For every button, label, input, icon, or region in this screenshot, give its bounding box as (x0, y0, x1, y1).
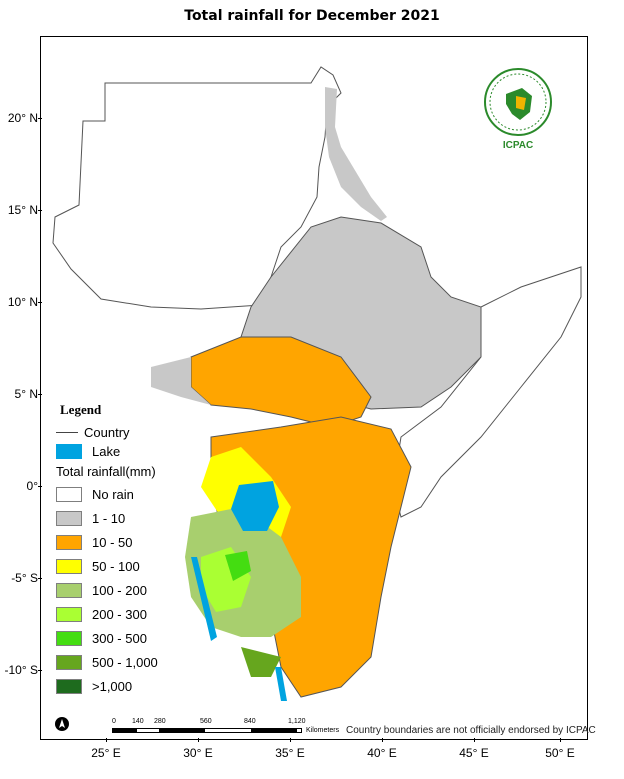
scale-segment (251, 729, 297, 732)
legend-country-label: Country (84, 424, 130, 440)
lon-label-45e: 45° E (459, 746, 489, 760)
rainfall-map (52, 66, 582, 701)
legend-class-row: >1,000 (56, 674, 246, 698)
legend-title: Legend (60, 402, 102, 417)
legend-class-row: 10 - 50 (56, 530, 246, 554)
legend-class-label: No rain (92, 486, 134, 502)
lat-tick (38, 394, 42, 395)
map-frame (40, 36, 588, 740)
legend-class-row: 200 - 300 (56, 602, 246, 626)
lon-label-25e: 25° E (91, 746, 121, 760)
legend-class-label: 300 - 500 (92, 630, 147, 646)
legend-class-label: 1 - 10 (92, 510, 126, 526)
scale-segment (159, 729, 205, 732)
lake-swatch (56, 443, 82, 459)
legend-class-row: 300 - 500 (56, 626, 246, 650)
legend-lake: Lake (56, 440, 246, 462)
region-somalia (392, 266, 582, 518)
scale-tick-label: 0 (112, 718, 116, 725)
legend-class-row: 100 - 200 (56, 578, 246, 602)
legend-rainfall-title: Total rainfall(mm) (56, 464, 156, 479)
country-line-icon (56, 431, 78, 433)
legend-class-label: 500 - 1,000 (92, 654, 158, 670)
scale-bar-body (112, 728, 302, 733)
legend-country: Country (56, 424, 246, 440)
legend-class-label: 100 - 200 (92, 582, 147, 598)
scale-tick-label: 1,120 (288, 718, 306, 725)
legend-swatch (56, 486, 82, 502)
legend-class-label: >1,000 (92, 678, 133, 694)
lon-label-35e: 35° E (275, 746, 305, 760)
north-arrow-icon (55, 717, 69, 731)
scale-tick-label: 140 (132, 718, 144, 725)
legend-class-row: 1 - 10 (56, 506, 246, 530)
lat-label-10n: 10° N (7, 295, 38, 309)
lat-tick (38, 302, 42, 303)
lat-tick (38, 486, 42, 487)
legend-swatch (56, 678, 82, 694)
legend-swatch (56, 654, 82, 670)
lon-tick (106, 738, 107, 742)
lake-tanganyika (191, 557, 217, 641)
lon-label-30e: 30° E (183, 746, 213, 760)
disclaimer: Country boundaries are not officially en… (346, 725, 596, 736)
lon-tick (198, 738, 199, 742)
scale-unit: Kilometers (306, 727, 340, 734)
lat-label-15n: 15° N (7, 203, 38, 217)
lon-tick (290, 738, 291, 742)
region-red-sea-coast (325, 87, 387, 221)
scale-tick-label: 840 (244, 718, 256, 725)
lon-label-50e: 50° E (545, 746, 575, 760)
legend-class-row: 500 - 1,000 (56, 650, 246, 674)
lake-nyasa (275, 667, 287, 701)
lat-label-5s: -5° S (11, 571, 38, 585)
lon-tick (474, 738, 475, 742)
legend-swatch (56, 558, 82, 574)
igad-logo-icon (484, 68, 552, 136)
legend-swatch (56, 630, 82, 646)
legend-class-label: 200 - 300 (92, 606, 147, 622)
map-title: Total rainfall for December 2021 (184, 8, 440, 24)
lat-tick (38, 210, 42, 211)
scale-tick-label: 560 (200, 718, 212, 725)
legend-class-label: 50 - 100 (92, 558, 140, 574)
lon-label-40e: 40° E (367, 746, 397, 760)
legend: Legend Country Lake Total rainfall(mm) N… (56, 402, 246, 698)
legend-class-row: 50 - 100 (56, 554, 246, 578)
legend-lake-label: Lake (92, 443, 121, 459)
legend-class-label: 10 - 50 (92, 534, 133, 550)
scale-bar: 0 140 280 560 840 1,120 Kilometers (112, 718, 352, 738)
region-green-c (225, 551, 251, 581)
legend-swatch (56, 510, 82, 526)
lon-tick (382, 738, 383, 742)
lat-tick (38, 118, 42, 119)
logo-caption: ICPAC (502, 140, 534, 151)
lat-tick (38, 670, 42, 671)
legend-class-row: No rain (56, 482, 246, 506)
legend-swatch (56, 534, 82, 550)
lon-tick (560, 738, 561, 742)
lat-label-5n: 5° N (14, 387, 38, 401)
legend-swatch (56, 582, 82, 598)
legend-classes: No rain 1 - 10 10 - 50 50 - 100 100 - 200 200… (56, 482, 246, 698)
lat-label-20n: 20° N (7, 111, 38, 125)
scale-segment (113, 729, 137, 732)
region-grey-band (151, 357, 211, 405)
scale-tick-label: 280 (154, 718, 166, 725)
lat-label-0: 0° (26, 479, 38, 493)
lat-label-10s: -10° S (4, 663, 38, 677)
legend-swatch (56, 606, 82, 622)
lake-victoria (231, 481, 279, 531)
region-green-d (241, 647, 281, 677)
lat-tick (38, 578, 42, 579)
